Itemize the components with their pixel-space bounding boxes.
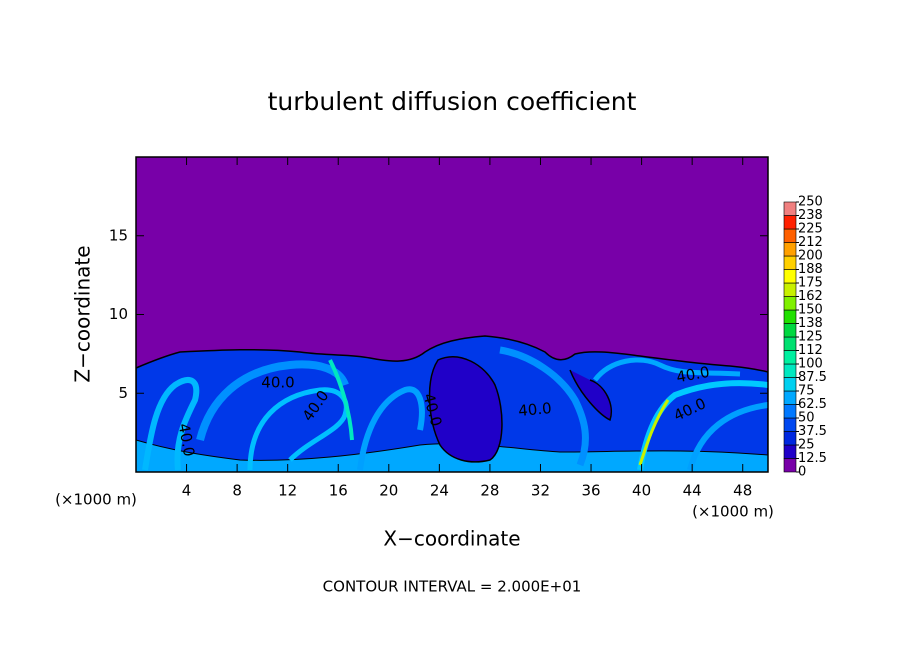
contour-label: 40.0 (175, 422, 199, 458)
colorbar-label: 125 (798, 330, 823, 345)
colorbar-label: 225 (798, 222, 823, 237)
x-axis-label: X−coordinate (383, 527, 520, 551)
chart-title: turbulent diffusion coefficient (268, 87, 637, 116)
x-tick-label: 20 (379, 482, 398, 500)
y-tick-label: 15 (109, 226, 128, 244)
swirl (593, 357, 741, 382)
x-tick-label: 12 (278, 482, 297, 500)
x-tick-label: 32 (531, 482, 550, 500)
swirl (638, 399, 670, 466)
swirl (687, 402, 768, 471)
colorbar-cell (783, 242, 797, 257)
colorbar-label: 188 (798, 262, 823, 277)
colorbar-cell (783, 377, 797, 392)
colorbar-label: 250 (798, 195, 823, 210)
footnote: CONTOUR INTERVAL = 2.000E+01 (323, 578, 582, 596)
x-tick-label: 8 (232, 482, 242, 500)
colorbar-label: 25 (798, 438, 815, 453)
colorbar-cell (783, 282, 797, 297)
colorbar-label: 37.5 (798, 424, 827, 439)
y-tick-label: 5 (118, 384, 128, 402)
colorbar-label: 138 (798, 316, 823, 331)
swirl (247, 387, 349, 471)
colorbar-cell (783, 309, 797, 324)
colorbar-cell (783, 336, 797, 351)
colorbar-cell (783, 201, 797, 216)
colorbar-label: 162 (798, 289, 823, 304)
colorbar-cell (783, 269, 797, 284)
colorbar-label: 212 (798, 235, 823, 250)
y-tick-label: 10 (109, 305, 128, 323)
x-tick-label: 4 (182, 482, 192, 500)
swirl (499, 346, 589, 467)
x-tick-label: 24 (430, 482, 449, 500)
colorbar-cell (783, 350, 797, 365)
colorbar-cell (783, 363, 797, 378)
colorbar-cell (783, 431, 797, 446)
colorbar-cell (783, 228, 797, 243)
colorbar-cell (783, 255, 797, 270)
colorbar-label: 75 (798, 384, 815, 399)
x-tick-label: 48 (733, 482, 752, 500)
colorbar-cell (783, 215, 797, 230)
colorbar-label: 238 (798, 208, 823, 223)
x-tick-label: 40 (632, 482, 651, 500)
colorbar-label: 100 (798, 357, 823, 372)
colorbar-label: 112 (798, 343, 823, 358)
swirl (357, 386, 425, 471)
swirl (142, 377, 200, 471)
core (428, 356, 503, 463)
colorbar-label: 150 (798, 303, 823, 318)
colorbar-label: 50 (798, 411, 815, 426)
colorbar-cell (783, 444, 797, 459)
colorbar-label: 62.5 (798, 397, 827, 412)
colorbar-label: 0 (798, 465, 806, 480)
contour-label: 40.0 (675, 363, 711, 387)
field (136, 157, 768, 472)
colorbar-label: 200 (798, 249, 823, 264)
colorbar-cell (783, 458, 797, 473)
colorbar-label: 87.5 (798, 370, 827, 385)
contour-label: 40.0 (261, 374, 294, 392)
colorbar-label: 175 (798, 276, 823, 291)
colorbar-cell (783, 404, 797, 419)
x-tick-label: 36 (581, 482, 600, 500)
colorbar-label: 12.5 (798, 451, 827, 466)
colorbar-cell (783, 323, 797, 338)
x-tick-label: 16 (329, 482, 348, 500)
y-axis-label: Z−coordinate (71, 245, 95, 382)
x-unit-right: (×1000 m) (692, 503, 774, 521)
contour-label: 40.0 (518, 399, 553, 420)
x-tick-label: 44 (683, 482, 702, 500)
colorbar-cell (783, 296, 797, 311)
x-unit-left: (×1000 m) (55, 491, 137, 509)
colorbar-cell (783, 417, 797, 432)
swirl (328, 359, 354, 441)
core (569, 369, 612, 422)
x-tick-label: 28 (480, 482, 499, 500)
colorbar-cell (783, 390, 797, 405)
